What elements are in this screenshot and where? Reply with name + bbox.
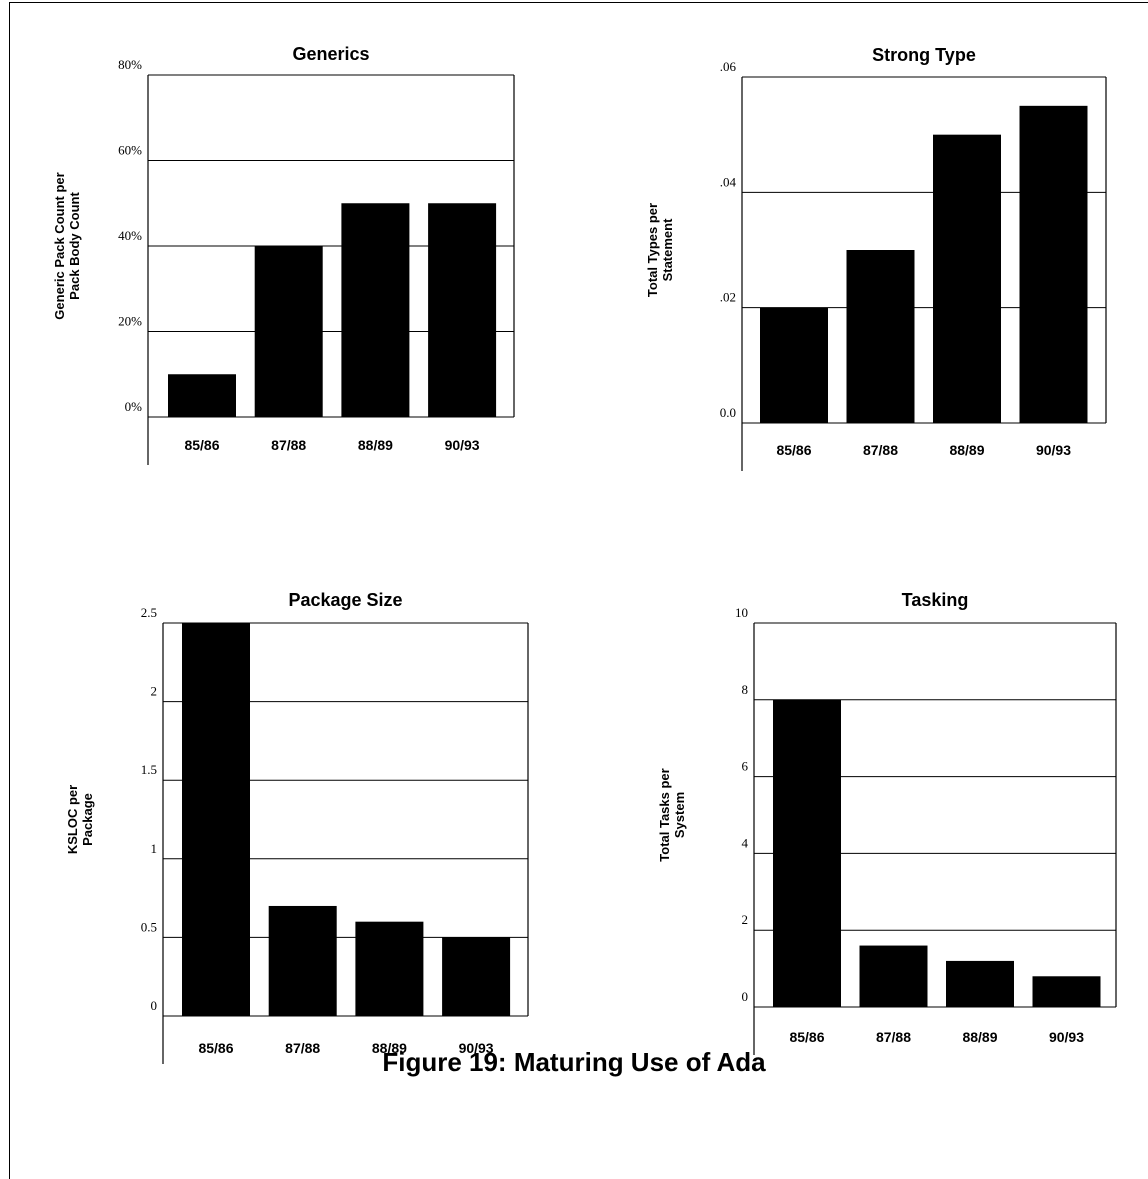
y-tick-label: 8	[742, 682, 749, 697]
figure-caption: Figure 19: Maturing Use of Ada	[382, 1047, 766, 1077]
y-tick-label: 2	[151, 684, 158, 699]
y-tick-label: 60%	[118, 143, 142, 158]
category-label: 85/86	[776, 442, 811, 458]
chart-title: Strong Type	[872, 45, 976, 65]
y-tick-label: 0	[742, 989, 749, 1004]
bar-90-93	[442, 937, 511, 1016]
category-label: 85/86	[198, 1040, 233, 1056]
y-axis-label: Total Types perStatement	[645, 203, 675, 297]
chart-title: Tasking	[902, 590, 969, 610]
y-axis-label-line: Package	[80, 793, 95, 846]
bar-87-88	[254, 246, 323, 417]
y-axis-label-line: Statement	[660, 218, 675, 282]
y-tick-label: 2	[742, 912, 749, 927]
bar-90-93	[428, 203, 497, 417]
y-axis-label-line: Total Tasks per	[657, 768, 672, 861]
category-label: 90/93	[459, 1040, 494, 1056]
y-tick-label: 0.5	[141, 919, 157, 934]
category-label: 85/86	[184, 437, 219, 453]
y-axis-label: Total Tasks perSystem	[657, 768, 687, 861]
category-label: 88/89	[962, 1029, 997, 1045]
chart-1: 0% 20% 40% 60% 80% 85/86 87/88 88/89 90/93 Generi…	[52, 44, 515, 465]
y-axis-label-line: KSLOC per	[65, 785, 80, 854]
bar-90-93	[1019, 105, 1088, 423]
y-axis-label-line: Total Types per	[645, 203, 660, 297]
category-label: 90/93	[1036, 442, 1071, 458]
bar-87-88	[846, 250, 915, 423]
bar-85-86	[760, 307, 828, 423]
y-tick-label: 0	[151, 998, 158, 1013]
y-tick-label: 80%	[118, 57, 142, 72]
y-tick-label: 1	[151, 841, 158, 856]
y-tick-label: 0.0	[720, 405, 736, 420]
category-label: 90/93	[1049, 1029, 1084, 1045]
y-axis-label-line: System	[672, 792, 687, 838]
bar-90-93	[1032, 976, 1101, 1007]
bar-88-89	[341, 203, 410, 417]
category-label: 85/86	[789, 1029, 824, 1045]
category-label: 90/93	[445, 437, 480, 453]
bar-88-89	[933, 134, 1001, 423]
chart-2: 0.0 .02 .04 .06 85/86 87/88 88/89 90/93 Strong T…	[645, 45, 1107, 471]
category-label: 88/89	[358, 437, 393, 453]
y-tick-label: 1.5	[141, 762, 157, 777]
figure-frame	[9, 2, 1148, 1179]
y-tick-label: .02	[720, 290, 736, 305]
bar-87-88	[268, 905, 337, 1016]
y-tick-label: .06	[720, 59, 737, 74]
category-label: 88/89	[372, 1040, 407, 1056]
bar-85-86	[168, 374, 236, 417]
category-label: 87/88	[285, 1040, 320, 1056]
bar-88-89	[355, 921, 424, 1016]
y-tick-label: 20%	[118, 314, 142, 329]
y-tick-label: .04	[720, 174, 737, 189]
y-axis-label: Generic Pack Count perPack Body Count	[52, 172, 82, 319]
y-axis-label-line: Pack Body Count	[67, 192, 82, 300]
bar-87-88	[859, 945, 928, 1007]
chart-3: 0 0.5 1 1.5 2 2.5 85/86 87/88 88/89 90/93 Package …	[65, 590, 529, 1064]
bar-85-86	[773, 699, 841, 1007]
chart-4: 0 2 4 6 8 10 85/86 87/88 88/89 90/93 Tasking Total …	[657, 590, 1117, 1055]
y-tick-label: 4	[742, 835, 749, 850]
chart-title: Generics	[292, 44, 369, 64]
y-tick-label: 10	[735, 605, 748, 620]
bar-88-89	[946, 960, 1014, 1007]
category-label: 87/88	[876, 1029, 911, 1045]
category-label: 87/88	[863, 442, 898, 458]
y-axis-label: KSLOC perPackage	[65, 785, 95, 854]
category-label: 88/89	[949, 442, 984, 458]
y-axis-label-line: Generic Pack Count per	[52, 172, 67, 319]
y-tick-label: 6	[742, 759, 749, 774]
bar-85-86	[182, 623, 250, 1016]
chart-title: Package Size	[288, 590, 402, 610]
y-tick-label: 2.5	[141, 605, 157, 620]
y-tick-label: 40%	[118, 228, 142, 243]
y-tick-label: 0%	[125, 399, 143, 414]
category-label: 87/88	[271, 437, 306, 453]
